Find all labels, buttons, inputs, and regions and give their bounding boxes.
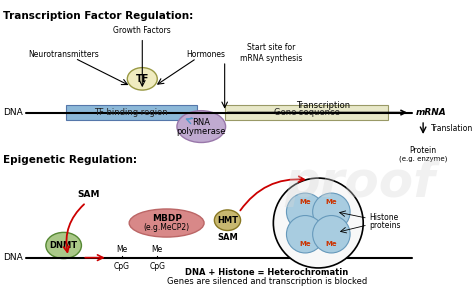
Text: DNA: DNA — [3, 108, 23, 117]
Text: Hormones: Hormones — [186, 50, 226, 59]
FancyBboxPatch shape — [65, 105, 197, 120]
Text: Me: Me — [300, 241, 311, 247]
Text: DNA + Histone = Heterochromatin: DNA + Histone = Heterochromatin — [185, 268, 348, 277]
Ellipse shape — [129, 209, 204, 237]
Text: RNA: RNA — [192, 118, 210, 127]
Text: Me: Me — [116, 245, 128, 254]
Text: DNA: DNA — [3, 253, 23, 262]
Text: TF binding region: TF binding region — [94, 108, 168, 117]
Text: Me: Me — [300, 200, 311, 206]
Circle shape — [313, 215, 350, 253]
Text: CpG: CpG — [149, 262, 165, 271]
Text: Transcription Factor Regulation:: Transcription Factor Regulation: — [3, 11, 193, 22]
Text: Neurotransmitters: Neurotransmitters — [28, 50, 99, 59]
Text: mRNA: mRNA — [416, 108, 447, 117]
Text: Histone: Histone — [369, 213, 398, 222]
Text: SAM: SAM — [78, 190, 100, 200]
Text: CpG: CpG — [114, 262, 130, 271]
Text: (e.g.MeCP2): (e.g.MeCP2) — [144, 223, 190, 232]
Text: Start site for: Start site for — [247, 43, 296, 52]
Text: Me: Me — [326, 241, 337, 247]
Text: Gene sequence: Gene sequence — [273, 108, 339, 117]
Ellipse shape — [128, 68, 157, 90]
Ellipse shape — [177, 111, 226, 142]
Text: HMT: HMT — [217, 216, 238, 225]
Text: Epigenetic Regulation:: Epigenetic Regulation: — [3, 155, 137, 165]
Ellipse shape — [214, 210, 241, 230]
Text: Transcription: Transcription — [296, 100, 350, 109]
Text: SAM: SAM — [217, 232, 238, 242]
Text: proteins: proteins — [369, 221, 401, 230]
Circle shape — [286, 193, 324, 230]
Text: mRNA synthesis: mRNA synthesis — [240, 54, 303, 63]
Ellipse shape — [46, 232, 82, 259]
Text: MBDP: MBDP — [152, 214, 182, 223]
Text: TF: TF — [136, 74, 149, 84]
Circle shape — [286, 215, 324, 253]
Text: (e.g. enzyme): (e.g. enzyme) — [399, 156, 447, 162]
Text: Translation: Translation — [430, 124, 473, 133]
FancyBboxPatch shape — [225, 105, 389, 120]
Text: DNMT: DNMT — [50, 241, 78, 250]
Text: Protein: Protein — [410, 146, 437, 155]
Text: Growth Factors: Growth Factors — [113, 26, 171, 35]
Text: Genes are silenced and transcription is blocked: Genes are silenced and transcription is … — [167, 278, 367, 286]
Circle shape — [273, 178, 363, 268]
Text: Me: Me — [152, 245, 163, 254]
Text: Me: Me — [326, 200, 337, 206]
Text: proof: proof — [285, 159, 436, 207]
Circle shape — [313, 193, 350, 230]
Text: polymerase: polymerase — [176, 127, 226, 136]
